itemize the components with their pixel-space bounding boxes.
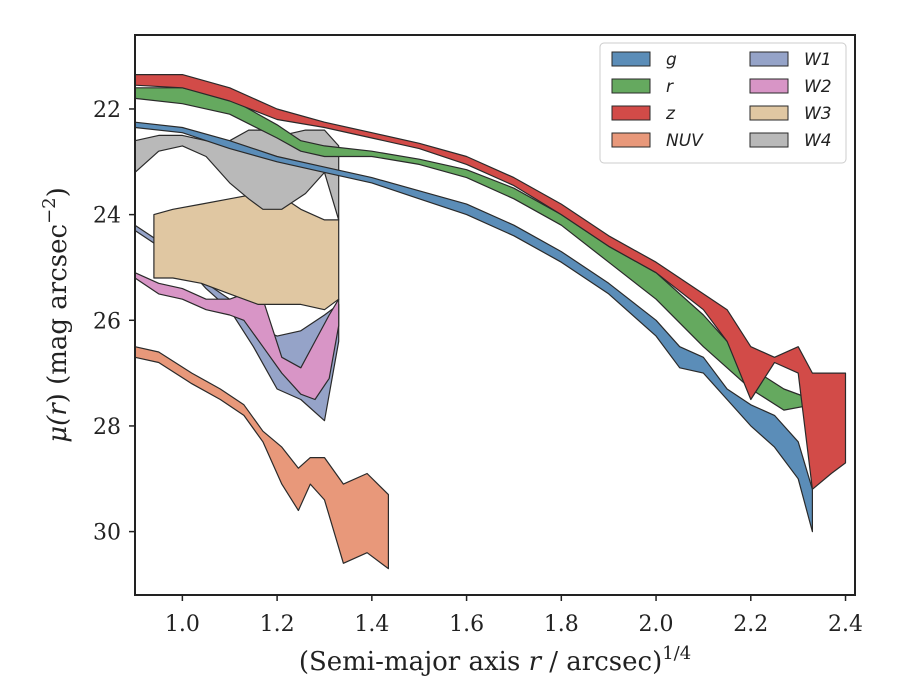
legend-label-w1: W1 bbox=[804, 50, 832, 70]
legend-label-r: r bbox=[666, 77, 674, 97]
legend-swatch-z bbox=[611, 105, 651, 121]
legend-label-nuv: NUV bbox=[666, 131, 704, 151]
legend-label-g: g bbox=[666, 50, 677, 70]
legend-swatch-w3 bbox=[749, 105, 789, 121]
y-axis-title: μ(r) (mag arcsec−2) bbox=[39, 187, 73, 443]
band-g bbox=[134, 121, 814, 533]
x-tick-label: 1.4 bbox=[354, 612, 389, 637]
band-nuv bbox=[134, 346, 389, 570]
legend-swatch-g bbox=[611, 51, 651, 67]
legend-label-w2: W2 bbox=[804, 77, 832, 97]
y-tick-label: 22 bbox=[93, 98, 121, 123]
y-tick-label: 28 bbox=[93, 415, 121, 440]
legend-swatch-w1 bbox=[749, 51, 789, 67]
x-tick-label: 1.2 bbox=[260, 612, 295, 637]
legend: grz NUV W1 W2 W3 W4 bbox=[599, 42, 847, 164]
x-tick-label: 1.8 bbox=[544, 612, 579, 637]
x-tick-label: 1.6 bbox=[449, 612, 484, 637]
series-bands bbox=[134, 73, 847, 570]
x-axis: 1.0 1.2 1.4 1.6 1.8 2.0 2.2 2.4 bbox=[165, 595, 863, 637]
x-axis-title: (Semi-major axis r / arcsec)1/4 bbox=[299, 643, 691, 677]
y-tick-label: 24 bbox=[93, 204, 121, 229]
band-w2 bbox=[134, 272, 340, 401]
plot-frame bbox=[134, 34, 856, 596]
x-tick-label: 2.4 bbox=[828, 612, 863, 637]
legend-swatch-w4 bbox=[749, 132, 789, 148]
y-tick-label: 30 bbox=[93, 521, 121, 546]
y-tick-label: 26 bbox=[93, 309, 121, 334]
legend-label-z: z bbox=[665, 104, 676, 124]
band-z bbox=[134, 73, 847, 490]
x-tick-label: 1.0 bbox=[165, 612, 200, 637]
y-axis: 22 24 26 28 30 bbox=[93, 98, 135, 546]
band-w3 bbox=[153, 192, 340, 311]
legend-swatch-r bbox=[611, 78, 651, 94]
legend-swatch-w2 bbox=[749, 78, 789, 94]
x-tick-label: 2.2 bbox=[733, 612, 768, 637]
legend-swatch-nuv bbox=[611, 132, 651, 148]
legend-label-w3: W3 bbox=[804, 104, 832, 124]
x-tick-label: 2.0 bbox=[639, 612, 674, 637]
legend-label-w4: W4 bbox=[804, 131, 832, 151]
